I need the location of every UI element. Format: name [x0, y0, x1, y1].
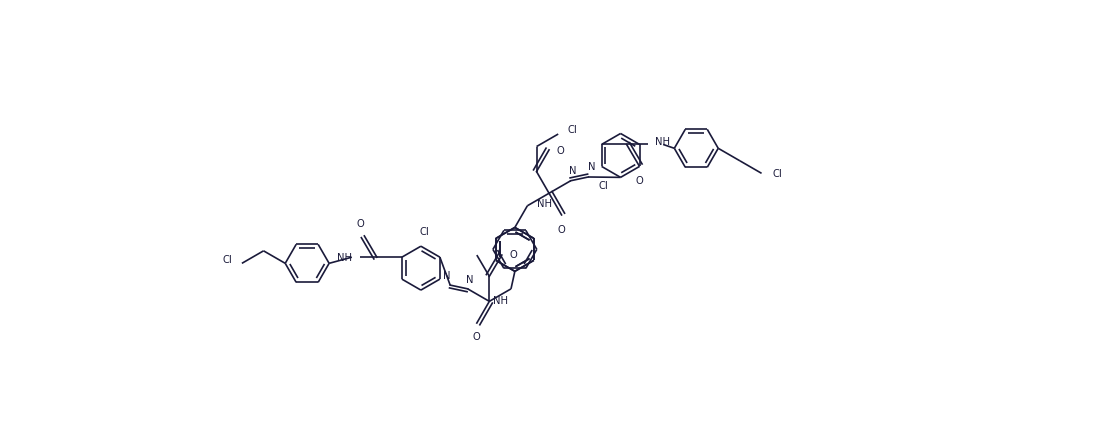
- Text: N: N: [588, 161, 595, 172]
- Text: NH: NH: [656, 137, 670, 147]
- Text: NH: NH: [494, 295, 509, 305]
- Text: N: N: [443, 270, 451, 280]
- Text: O: O: [557, 146, 565, 156]
- Text: NH: NH: [538, 198, 553, 208]
- Text: O: O: [509, 249, 518, 259]
- Text: Cl: Cl: [567, 125, 577, 135]
- Text: O: O: [357, 219, 364, 229]
- Text: O: O: [557, 224, 565, 235]
- Text: Cl: Cl: [222, 254, 231, 264]
- Text: O: O: [635, 175, 643, 185]
- Text: O: O: [473, 331, 480, 341]
- Text: N: N: [466, 275, 474, 285]
- Text: N: N: [569, 166, 577, 176]
- Text: NH: NH: [337, 252, 352, 263]
- Text: Cl: Cl: [772, 169, 782, 179]
- Text: Cl: Cl: [599, 181, 608, 190]
- Text: Cl: Cl: [420, 227, 430, 237]
